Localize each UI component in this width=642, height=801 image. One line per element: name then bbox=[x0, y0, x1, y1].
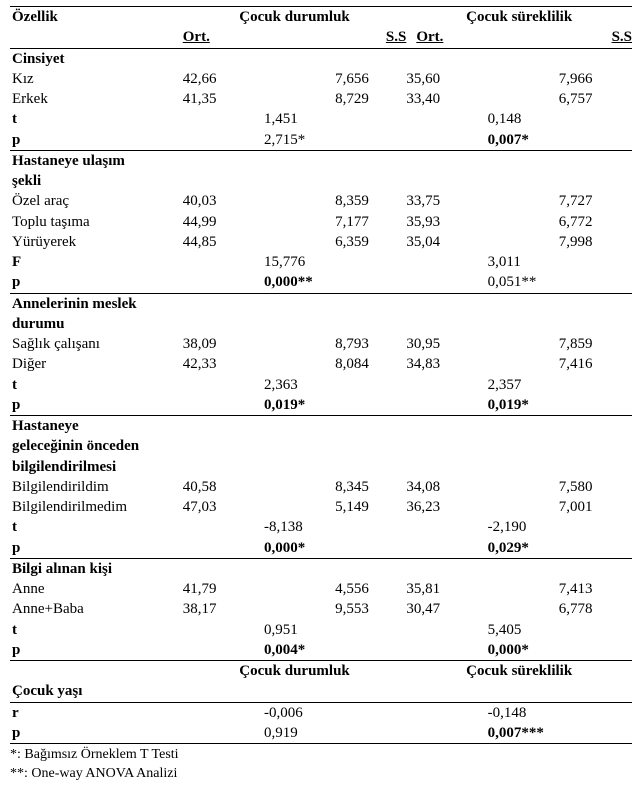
col-group2-header: Çocuk süreklilik bbox=[406, 7, 632, 28]
section-title: Bilgi alınan kişi bbox=[10, 558, 632, 579]
data-row: Özel araç 40,03 8,359 33,75 7,727 bbox=[10, 191, 632, 211]
section-title: durumu bbox=[10, 314, 632, 334]
footnote-2: **: One-way ANOVA Analizi bbox=[10, 765, 632, 784]
section-title: Cinsiyet bbox=[10, 48, 632, 69]
section-title: bilgilendirilmesi bbox=[10, 457, 632, 477]
stat-row: p 0,004* 0,000* bbox=[10, 640, 632, 661]
stat-row: t 0,951 5,405 bbox=[10, 620, 632, 640]
section-title: Annelerinin meslek bbox=[10, 293, 632, 314]
section-title: Hastaneye bbox=[10, 416, 632, 437]
data-row: Toplu taşıma 44,99 7,177 35,93 6,772 bbox=[10, 212, 632, 232]
col-ss1: S.S bbox=[335, 27, 406, 48]
data-row: Yürüyerek 44,85 6,359 35,04 7,998 bbox=[10, 232, 632, 252]
stat-row: r -0,006 -0,148 bbox=[10, 702, 632, 723]
stat-row: p 0,919 0,007*** bbox=[10, 723, 632, 744]
section-title: Hastaneye ulaşım bbox=[10, 150, 632, 171]
data-row: Kız 42,66 7,656 35,60 7,966 bbox=[10, 69, 632, 89]
data-row: Sağlık çalışanı 38,09 8,793 30,95 7,859 bbox=[10, 334, 632, 354]
header-row-2: Ort. S.S Ort. S.S bbox=[10, 27, 632, 48]
stats-table: Özellik Çocuk durumluk Çocuk süreklilik … bbox=[10, 6, 632, 744]
col-ss2: S.S bbox=[559, 27, 632, 48]
col-ort1: Ort. bbox=[183, 27, 264, 48]
section-title: Çocuk yaşı bbox=[10, 681, 632, 702]
col-ort2: Ort. bbox=[406, 27, 487, 48]
stat-row: F 15,776 3,011 bbox=[10, 252, 632, 272]
data-row: Bilgilendirilmedim 47,03 5,149 36,23 7,0… bbox=[10, 497, 632, 517]
data-row: Erkek 41,35 8,729 33,40 6,757 bbox=[10, 89, 632, 109]
stat-row: t 2,363 2,357 bbox=[10, 375, 632, 395]
stat-row: p 2,715* 0,007* bbox=[10, 130, 632, 151]
section-title: geleceğinin önceden bbox=[10, 436, 632, 456]
data-row: Anne 41,79 4,556 35,81 7,413 bbox=[10, 579, 632, 599]
stat-row: t 1,451 0,148 bbox=[10, 109, 632, 129]
header-row-1: Özellik Çocuk durumluk Çocuk süreklilik bbox=[10, 7, 632, 28]
stat-row: t -8,138 -2,190 bbox=[10, 517, 632, 537]
footnote-1: *: Bağımsız Örneklem T Testi bbox=[10, 746, 632, 765]
data-row: Anne+Baba 38,17 9,553 30,47 6,778 bbox=[10, 599, 632, 619]
data-row: Diğer 42,33 8,084 34,83 7,416 bbox=[10, 354, 632, 374]
data-row: Bilgilendirildim 40,58 8,345 34,08 7,580 bbox=[10, 477, 632, 497]
stat-row: p 0,000** 0,051** bbox=[10, 272, 632, 293]
header-row-3: Çocuk durumluk Çocuk süreklilik bbox=[10, 661, 632, 682]
stat-row: p 0,019* 0,019* bbox=[10, 395, 632, 416]
col-group1-header: Çocuk durumluk bbox=[183, 7, 407, 28]
footnotes: *: Bağımsız Örneklem T Testi **: One-way… bbox=[10, 744, 632, 784]
stat-row: p 0,000* 0,029* bbox=[10, 538, 632, 559]
col-feature-header: Özellik bbox=[10, 7, 183, 28]
section-title: şekli bbox=[10, 171, 632, 191]
